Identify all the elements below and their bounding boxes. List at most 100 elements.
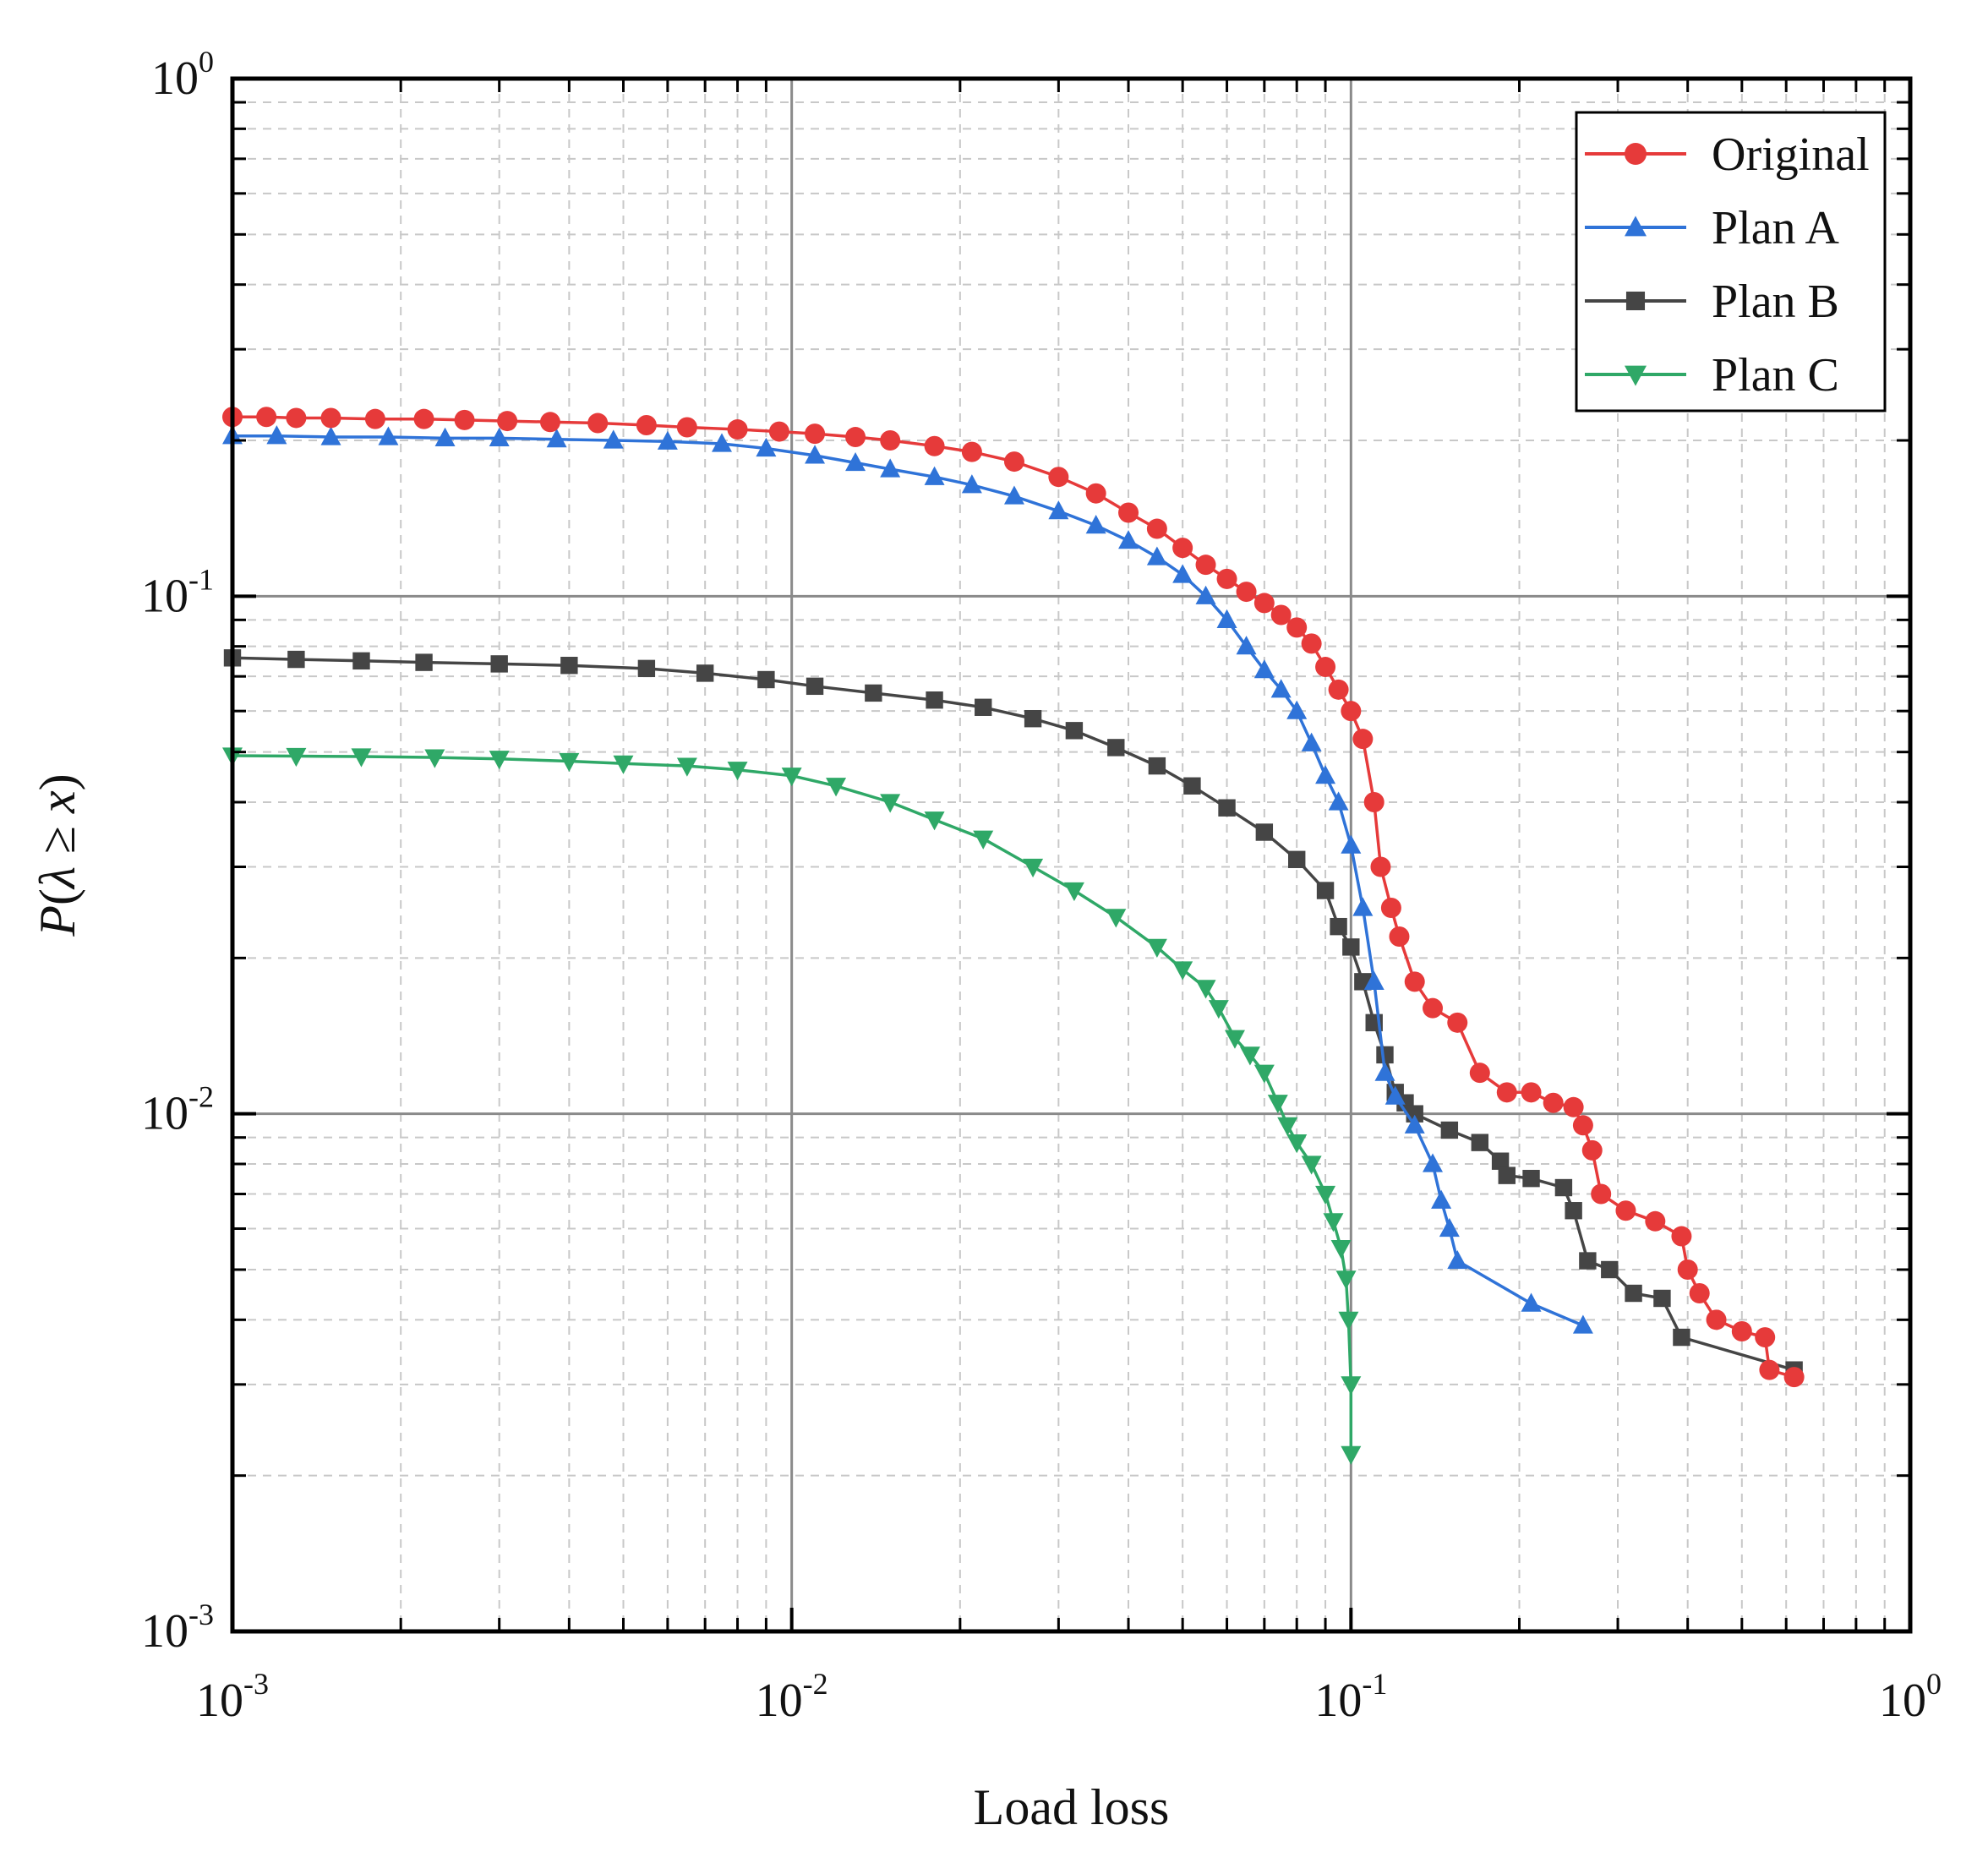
y-axis-title-lambda: λ bbox=[30, 866, 85, 890]
data-point-original bbox=[1615, 1200, 1636, 1221]
data-point-original bbox=[1783, 1367, 1805, 1388]
data-point-original bbox=[1496, 1082, 1517, 1103]
data-point-plan-b bbox=[1148, 757, 1166, 775]
data-point-plan-b bbox=[1330, 917, 1347, 936]
data-point-plan-b bbox=[1255, 823, 1274, 841]
data-point-plan-b bbox=[1554, 1178, 1573, 1197]
y-tick-exponent: 0 bbox=[199, 45, 214, 79]
y-axis-title: P(λ ≥ x) bbox=[30, 773, 85, 937]
data-point-original bbox=[1146, 518, 1167, 539]
x-tick-label: 10-1 bbox=[1314, 1667, 1387, 1727]
data-point-plan-a bbox=[1423, 1153, 1444, 1172]
data-point-original bbox=[1236, 582, 1257, 603]
data-point-plan-c bbox=[1267, 1095, 1288, 1114]
data-point-plan-a bbox=[1146, 546, 1167, 565]
data-point-plan-c bbox=[1315, 1185, 1336, 1205]
data-point-original bbox=[364, 408, 385, 429]
data-point-original bbox=[1172, 538, 1193, 559]
data-point-plan-a bbox=[1286, 700, 1308, 719]
axis-ticks bbox=[231, 77, 1912, 1633]
legend-marker-plan-c bbox=[1625, 365, 1647, 386]
data-point-plan-a bbox=[924, 466, 945, 485]
data-point-plan-c bbox=[1330, 1240, 1352, 1259]
data-point-original bbox=[1003, 451, 1024, 473]
data-point-plan-c bbox=[1277, 1117, 1298, 1136]
data-point-plan-b bbox=[1316, 882, 1335, 899]
data-point-plan-c bbox=[973, 830, 994, 850]
data-point-plan-a bbox=[603, 429, 624, 449]
data-point-plan-c bbox=[1239, 1046, 1260, 1066]
data-point-plan-a bbox=[546, 429, 567, 448]
data-point-original bbox=[256, 407, 277, 428]
data-point-original bbox=[961, 441, 982, 462]
data-point-plan-b bbox=[1673, 1328, 1690, 1347]
data-point-plan-b bbox=[1471, 1134, 1489, 1151]
data-point-original bbox=[1677, 1259, 1698, 1280]
data-point-plan-b bbox=[975, 698, 992, 716]
data-point-plan-c bbox=[1063, 882, 1084, 902]
x-tick-base: 10 bbox=[196, 1675, 243, 1727]
data-point-plan-c bbox=[424, 749, 445, 768]
data-point-original bbox=[497, 411, 518, 432]
data-point-plan-a bbox=[1270, 679, 1292, 698]
data-point-plan-a bbox=[1384, 1085, 1406, 1105]
data-point-plan-a bbox=[845, 451, 866, 472]
x-tick-exponent: 0 bbox=[1926, 1667, 1942, 1701]
data-point-plan-b bbox=[637, 659, 656, 678]
data-point-plan-a bbox=[805, 445, 826, 464]
data-point-plan-c bbox=[1335, 1270, 1357, 1290]
data-point-plan-b bbox=[696, 664, 714, 682]
data-point-plan-c bbox=[1341, 1445, 1362, 1465]
legend-marker-plan-a bbox=[1625, 216, 1647, 237]
data-point-original bbox=[1689, 1283, 1710, 1304]
y-tick-label: 10-1 bbox=[141, 562, 214, 622]
data-point-original bbox=[1286, 617, 1308, 638]
data-point-original bbox=[1315, 657, 1336, 678]
y-axis-title-open: ( bbox=[30, 888, 85, 905]
data-point-original bbox=[845, 427, 866, 448]
data-point-original bbox=[1645, 1210, 1666, 1232]
data-point-plan-b bbox=[1183, 777, 1201, 795]
data-point-original bbox=[1328, 679, 1349, 700]
data-point-original bbox=[1085, 483, 1106, 504]
data-point-original bbox=[880, 430, 901, 451]
data-point-plan-b bbox=[490, 655, 508, 673]
data-point-original bbox=[413, 408, 434, 429]
data-point-plan-b bbox=[1342, 938, 1360, 956]
data-point-plan-a bbox=[961, 474, 982, 494]
x-tick-base: 10 bbox=[1879, 1675, 1926, 1727]
data-point-plan-a bbox=[1236, 636, 1257, 655]
data-point-plan-c bbox=[1323, 1213, 1344, 1232]
data-point-plan-a bbox=[1431, 1189, 1452, 1209]
y-tick-label: 100 bbox=[151, 45, 214, 105]
x-tick-exponent: -1 bbox=[1362, 1667, 1387, 1701]
data-point-original bbox=[1671, 1226, 1692, 1247]
data-point-plan-b bbox=[1601, 1260, 1619, 1279]
data-point-original bbox=[1370, 856, 1391, 877]
data-point-plan-c bbox=[727, 762, 748, 781]
series-plan-b bbox=[223, 649, 1803, 1379]
data-point-plan-a bbox=[266, 425, 287, 445]
data-point-original bbox=[1759, 1359, 1780, 1380]
data-point-plan-a bbox=[657, 430, 678, 450]
data-point-plan-b bbox=[287, 650, 305, 669]
data-point-plan-b bbox=[1440, 1121, 1459, 1139]
data-point-plan-a bbox=[1328, 791, 1349, 811]
data-point-original bbox=[1423, 997, 1444, 1019]
data-point-plan-c bbox=[880, 794, 901, 813]
data-point-plan-a bbox=[378, 426, 399, 445]
data-point-original bbox=[1341, 701, 1362, 722]
data-point-plan-b bbox=[1491, 1152, 1510, 1170]
data-point-plan-b bbox=[1579, 1252, 1597, 1270]
data-point-plan-b bbox=[1522, 1169, 1540, 1188]
data-point-original bbox=[805, 423, 826, 445]
legend-marker-original bbox=[1625, 143, 1647, 165]
data-point-plan-c bbox=[924, 811, 945, 831]
data-point-original bbox=[1755, 1327, 1776, 1348]
data-point-plan-a bbox=[1195, 585, 1216, 604]
legend-label-plan-b: Plan B bbox=[1712, 276, 1839, 328]
data-point-plan-c bbox=[1172, 961, 1193, 981]
data-point-plan-c bbox=[1341, 1376, 1362, 1396]
series-plan-a bbox=[222, 425, 1593, 1334]
